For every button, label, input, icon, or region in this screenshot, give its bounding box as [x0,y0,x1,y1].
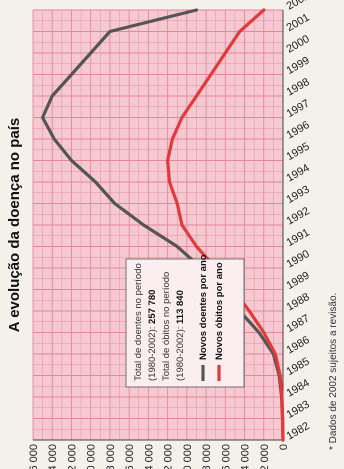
x-tick-label: 1996 [285,119,312,142]
series-line [166,8,285,442]
series-lines [40,8,285,442]
x-tick-label: 1993 [285,183,312,206]
x-tick-label: 1983 [285,398,312,421]
x-tick-label: 1998 [285,76,312,99]
x-tick-label: 1989 [285,269,312,292]
legend-stat-line: (1980-2002): 113 840 [175,290,186,381]
x-tick-label: 1999 [285,54,312,77]
x-tick-label: 1990 [285,248,312,271]
y-tick-label: 12 000 [163,444,175,469]
legend-stat-value: 113 840 [175,290,186,324]
y-tick-label: 24 000 [47,444,59,469]
legend-box [125,258,245,388]
legend-stat-line: Total de óbitos no período [161,272,172,381]
x-tick-label: 1986 [285,334,312,357]
y-tick-label: 14 000 [143,444,155,469]
x-tick-label: 1995 [285,140,312,163]
y-tick-label: 16 000 [124,444,136,469]
chart-rotated-group: 0 2 000 4 000 6 000 8 000 10 000 12 000 14 000 1… [6,0,339,469]
y-tick-label: 8 000 [201,444,213,469]
chart-title: A evolução da doença no país [6,118,23,333]
legend-series-label: Novos doentes por ano [198,254,209,360]
x-tick-label: 1988 [285,291,312,314]
y-tick-label: 4 000 [240,444,252,469]
x-axis: 1982198319841985198619871988198919901991… [285,0,317,443]
x-tick-label: 1991 [285,226,312,249]
x-tick-label: 2002* [285,0,317,13]
x-tick-label: 1992 [285,205,312,228]
y-tick-label: 26 000 [28,444,40,469]
legend-stat-value: 257 780 [147,290,158,324]
footnote: * Dados de 2002 sujeitos a revisão. [328,293,339,450]
y-tick-label: 6 000 [220,444,232,469]
legend-stat-line: (1980-2002): 257 780 [147,290,158,381]
legend-series-label: Novos óbitos por ano [214,262,225,360]
y-tick-label: 18 000 [105,444,117,469]
x-tick-label: 2000 [285,33,312,56]
x-tick-label: 1985 [285,355,312,378]
y-tick-label: 20 000 [86,444,98,469]
y-tick-label: 10 000 [182,444,194,469]
x-tick-label: 2001 [285,11,312,34]
x-tick-label: 1987 [285,312,312,335]
x-tick-label: 1997 [285,97,312,120]
legend: Total de doentes no período (1980-2002): … [125,254,245,388]
legend-stat-line: Total de doentes no período [133,263,144,381]
x-tick-label: 1984 [285,377,312,400]
y-tick-label: 0 [278,444,290,450]
x-tick-label: 1982 [285,420,312,443]
y-tick-label: 22 000 [66,444,78,469]
x-tick-label: 1994 [285,162,312,185]
y-tick-label: 2 000 [259,444,271,469]
y-axis: 0 2 000 4 000 6 000 8 000 10 000 12 000 14 000 1… [28,444,290,469]
